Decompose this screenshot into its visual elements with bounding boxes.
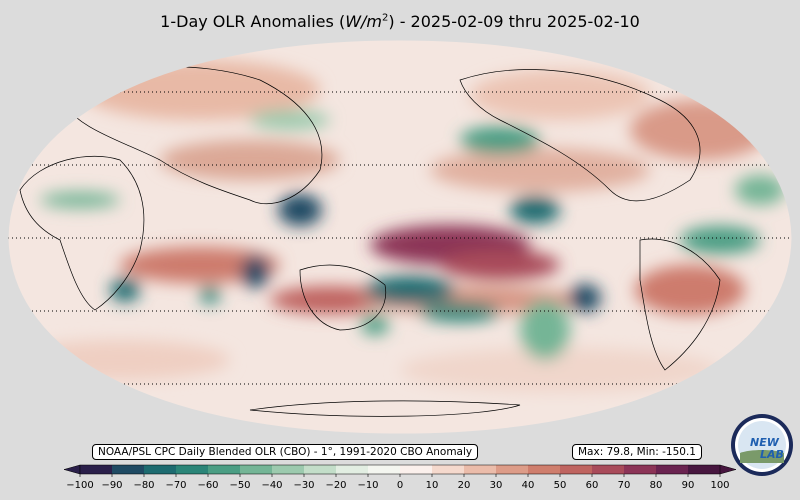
colorbar-segment: [560, 465, 593, 474]
colorbar-tick-label: 30: [490, 480, 503, 491]
anomaly-field: [8, 40, 792, 434]
stats-label: Max: 79.8, Min: -150.1: [572, 444, 702, 460]
colorbar-segment: [368, 465, 401, 474]
colorbar-segment: [432, 465, 465, 474]
colorbar-segment: [464, 465, 497, 474]
colorbar-segment: [80, 465, 113, 474]
colorbar-tick-label: 0: [397, 480, 403, 491]
colorbar-tick-label: 80: [650, 480, 663, 491]
colorbar-tick-label: −60: [197, 480, 218, 491]
colorbar-tick-label: −80: [133, 480, 154, 491]
colorbar-segment: [496, 465, 529, 474]
coastlines: [19, 66, 721, 417]
latitude-lines: [8, 91, 792, 385]
colorbar-segment: [208, 465, 241, 474]
colorbar-tick-label: −50: [229, 480, 250, 491]
colorbar-tick-label: 90: [682, 480, 695, 491]
logo-text-bottom: LAB: [760, 448, 784, 461]
colorbar-tick-label: 10: [426, 480, 439, 491]
colorbar-segment: [304, 465, 337, 474]
colorbar-tick-label: 70: [618, 480, 631, 491]
colorbar: −100 −90 −80 −70 −60 −50 −40 −30 −20 −10 0 10 20 30 40…: [63, 464, 737, 491]
colorbar-segment: [528, 465, 561, 474]
colorbar-segment: [400, 465, 433, 474]
colorbar-tick-label: −70: [165, 480, 186, 491]
colorbar-segment: [272, 465, 305, 474]
colorbar-segment: [656, 465, 689, 474]
colorbar-segment: [176, 465, 209, 474]
colorbar-tick-label: 100: [710, 480, 729, 491]
colorbar-extend-min: [63, 464, 81, 475]
colorbar-segment: [240, 465, 273, 474]
logo-text-top: NEW: [750, 436, 780, 449]
colorbar-tick-label: −40: [261, 480, 282, 491]
colorbar-segment: [144, 465, 177, 474]
globe-outline: [7, 39, 793, 435]
colorbar-tick-label: 50: [554, 480, 567, 491]
colorbar-tick-label: 40: [522, 480, 535, 491]
source-label: NOAA/PSL CPC Daily Blended OLR (CBO) - 1…: [92, 444, 479, 460]
colorbar-segment: [336, 465, 369, 474]
colorbar-tick-label: −30: [293, 480, 314, 491]
colorbar-segment: [592, 465, 625, 474]
colorbar-tick-label: −20: [325, 480, 346, 491]
colorbar-tick-label: −100: [66, 480, 93, 491]
colorbar-tick-label: 60: [586, 480, 599, 491]
colorbar-tick-label: −90: [101, 480, 122, 491]
colorbar-tick-label: −10: [357, 480, 378, 491]
colorbar-tick-label: 20: [458, 480, 471, 491]
noaa-psl-logo-icon: NEW LAB: [731, 414, 793, 476]
colorbar-segment: [112, 465, 145, 474]
map-title: 1-Day OLR Anomalies (W/m2) - 2025-02-09 …: [160, 12, 640, 31]
colorbar-segment: [688, 465, 721, 474]
colorbar-segment: [624, 465, 657, 474]
